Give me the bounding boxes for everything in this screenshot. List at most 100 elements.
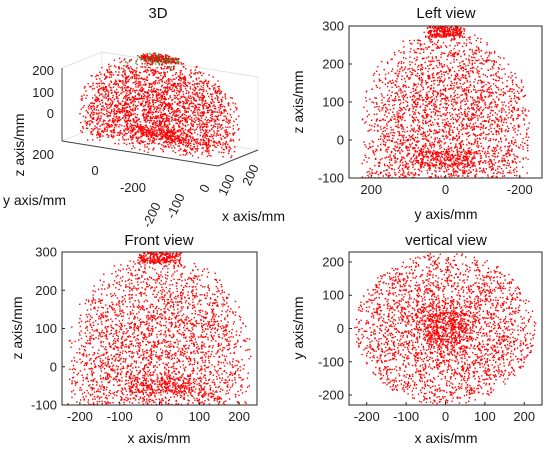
scatter-point <box>196 109 198 111</box>
scatter-point <box>453 173 455 175</box>
scatter-point <box>497 67 500 69</box>
scatter-point <box>146 143 148 145</box>
scatter-point <box>139 93 141 96</box>
scatter-point <box>149 112 152 114</box>
scatter-point <box>207 148 209 150</box>
scatter-point <box>441 65 443 67</box>
scatter-point <box>168 80 170 82</box>
scatter-point <box>368 170 370 173</box>
scatter-point <box>122 79 124 82</box>
scatter-point <box>182 82 184 84</box>
scatter-point <box>150 86 152 88</box>
scatter-point <box>144 146 146 148</box>
scatter-point <box>107 94 109 97</box>
scatter-point <box>97 113 100 115</box>
scatter-point <box>160 129 162 132</box>
scatter-point <box>428 133 431 136</box>
panel-3d-zlabel: z axis/mm <box>11 114 27 177</box>
scatter-point <box>217 97 219 99</box>
scatter-point <box>394 118 396 120</box>
scatter-point <box>155 125 158 127</box>
scatter-point <box>462 60 464 62</box>
scatter-point <box>144 63 146 65</box>
scatter-point <box>426 113 428 115</box>
scatter-point <box>193 97 195 100</box>
scatter-point <box>464 150 466 152</box>
scatter-point <box>161 77 164 80</box>
scatter-point <box>121 111 124 114</box>
scatter-point <box>139 71 141 74</box>
scatter-point <box>467 135 469 138</box>
scatter-point <box>176 109 178 111</box>
scatter-point <box>149 115 152 118</box>
scatter-point <box>445 103 447 105</box>
scatter-point <box>85 124 88 126</box>
scatter-point <box>200 139 202 141</box>
scatter-point <box>121 108 124 110</box>
scatter-point <box>145 113 147 116</box>
scatter-point <box>101 105 103 108</box>
scatter-point <box>196 65 198 68</box>
scatter-point <box>500 140 502 143</box>
scatter-point <box>510 104 512 106</box>
scatter-point <box>381 157 383 160</box>
scatter-point <box>178 61 180 64</box>
scatter-point <box>409 77 412 79</box>
scatter-point <box>106 134 108 136</box>
scatter-point <box>173 124 175 127</box>
scatter-point <box>482 148 485 150</box>
scatter-point <box>189 118 191 120</box>
scatter-point <box>146 115 148 117</box>
scatter-point <box>168 60 170 63</box>
scatter-point <box>112 95 114 97</box>
scatter-point <box>158 80 160 82</box>
scatter-point <box>160 111 162 114</box>
scatter-point <box>217 134 219 136</box>
scatter-point <box>424 146 426 149</box>
scatter-point <box>415 144 417 146</box>
scatter-point <box>110 130 112 132</box>
scatter-point <box>421 72 423 74</box>
scatter-point <box>139 103 142 105</box>
scatter-point <box>427 77 430 80</box>
scatter-point <box>165 60 168 63</box>
scatter-point <box>146 121 148 123</box>
scatter-point <box>206 85 209 88</box>
scatter-point <box>502 164 505 166</box>
scatter-point <box>220 90 223 93</box>
scatter-point <box>154 71 156 73</box>
scatter-point <box>150 135 153 137</box>
scatter-point <box>107 98 109 101</box>
scatter-point <box>174 73 177 76</box>
scatter-point <box>118 66 120 68</box>
scatter-point <box>465 97 467 100</box>
scatter-point <box>133 75 135 77</box>
scatter-point <box>413 106 416 108</box>
scatter-point <box>115 95 118 97</box>
scatter-point <box>408 108 411 110</box>
scatter-point <box>172 145 175 147</box>
scatter-point <box>84 86 86 88</box>
scatter-point <box>226 112 229 115</box>
scatter-point <box>181 117 183 120</box>
scatter-point <box>152 52 155 55</box>
scatter-point <box>90 108 92 110</box>
scatter-point <box>208 106 210 108</box>
scatter-point <box>137 86 139 88</box>
scatter-point <box>387 98 390 100</box>
scatter-point <box>201 112 203 115</box>
scatter-point <box>500 131 503 133</box>
scatter-point <box>126 102 128 105</box>
scatter-point <box>367 174 369 177</box>
scatter-point <box>214 83 217 85</box>
scatter-point <box>147 151 149 154</box>
scatter-point <box>186 152 188 154</box>
scatter-point <box>517 108 519 110</box>
scatter-point <box>504 91 506 94</box>
scatter-point <box>164 135 166 138</box>
scatter-point <box>452 139 454 141</box>
scatter-point <box>210 111 213 114</box>
scatter-point <box>106 70 109 72</box>
scatter-point <box>465 132 467 135</box>
scatter-point <box>494 120 496 123</box>
